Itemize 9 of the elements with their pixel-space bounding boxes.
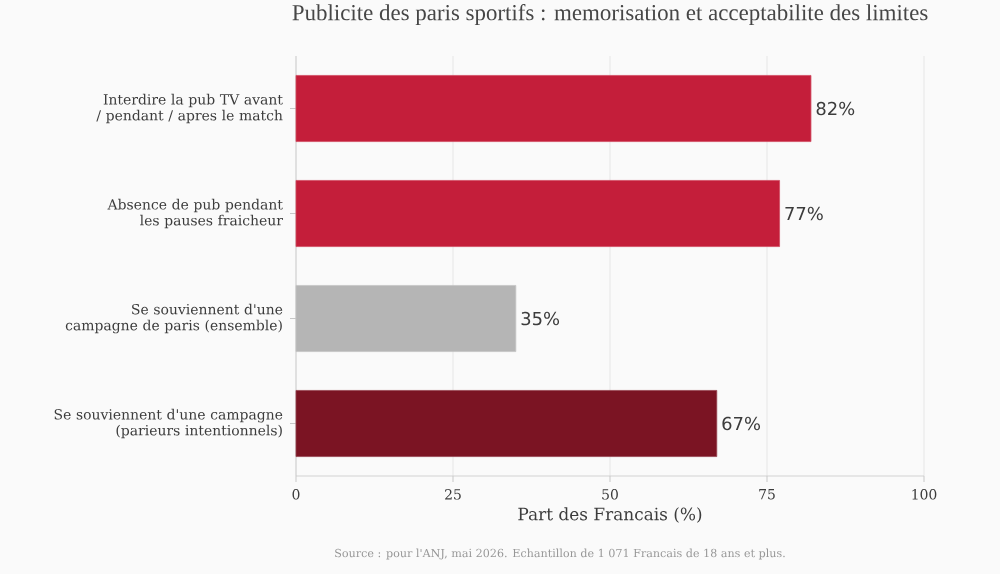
data-label: 77% xyxy=(785,206,823,221)
data-label: 82% xyxy=(816,101,855,116)
bar xyxy=(295,180,780,247)
bar xyxy=(295,390,718,457)
data-label: 35% xyxy=(521,311,560,326)
bar xyxy=(295,75,812,142)
x-axis-title: Part des Francais (%) xyxy=(518,507,702,523)
chart-title: Publicite des paris sportifs : memorisation et acceptabilite des limites xyxy=(292,4,928,25)
data-label: 67% xyxy=(722,416,761,431)
